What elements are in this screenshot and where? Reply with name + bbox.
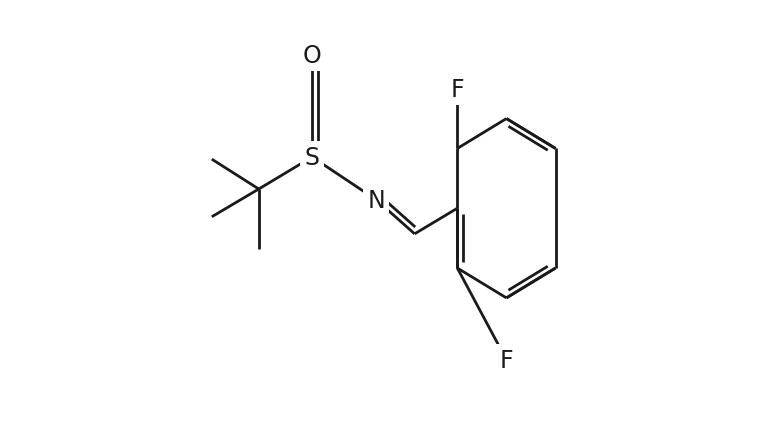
Text: F: F bbox=[450, 78, 464, 101]
Text: N: N bbox=[367, 188, 385, 212]
Text: S: S bbox=[305, 146, 320, 170]
Text: F: F bbox=[499, 348, 513, 372]
Text: O: O bbox=[303, 43, 321, 67]
